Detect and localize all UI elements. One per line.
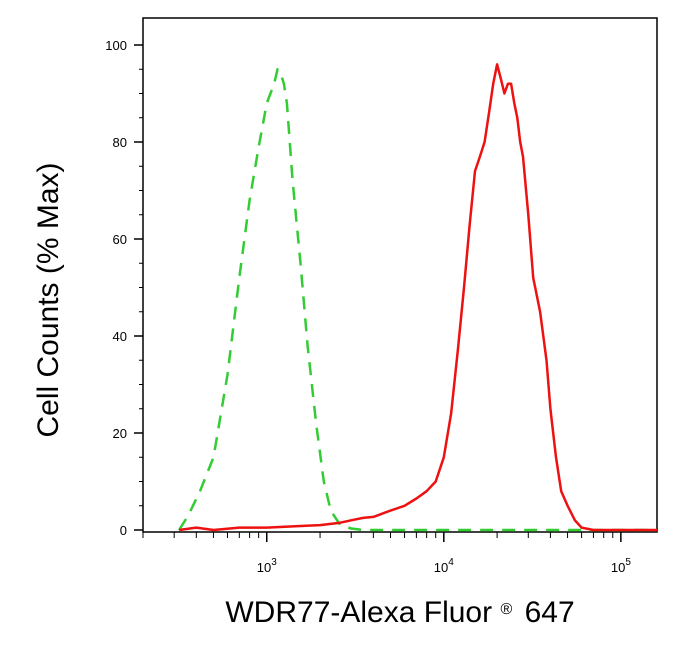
y-tick-label: 0 [120,523,127,538]
plot-frame [142,17,658,533]
x-axis-title: WDR77-Alexa Fluor ® 647 [225,588,574,629]
y-tick-label: 80 [113,135,127,150]
x-tick-label: 103 [257,557,277,575]
x-axis-title-suffix: 647 [525,596,575,629]
y-tick-label: 60 [113,232,127,247]
y-tick-label: 40 [113,329,127,344]
y-tick-label: 20 [113,426,127,441]
sample-histogram-line [178,63,657,532]
y-tick-label: 100 [105,38,127,53]
x-tick-label: 104 [434,557,454,575]
y-axis: 0 20 40 60 80 100 [105,38,143,538]
series-layer [178,63,657,532]
x-tick-label: 105 [611,557,631,575]
control-histogram-line [178,68,657,532]
x-axis-title-mark: ® [500,601,512,618]
x-axis-title-main: WDR77-Alexa Fluor [225,596,492,629]
x-axis: 103 104 105 [142,532,631,575]
y-axis-title: Cell Counts (% Max) [32,162,65,437]
